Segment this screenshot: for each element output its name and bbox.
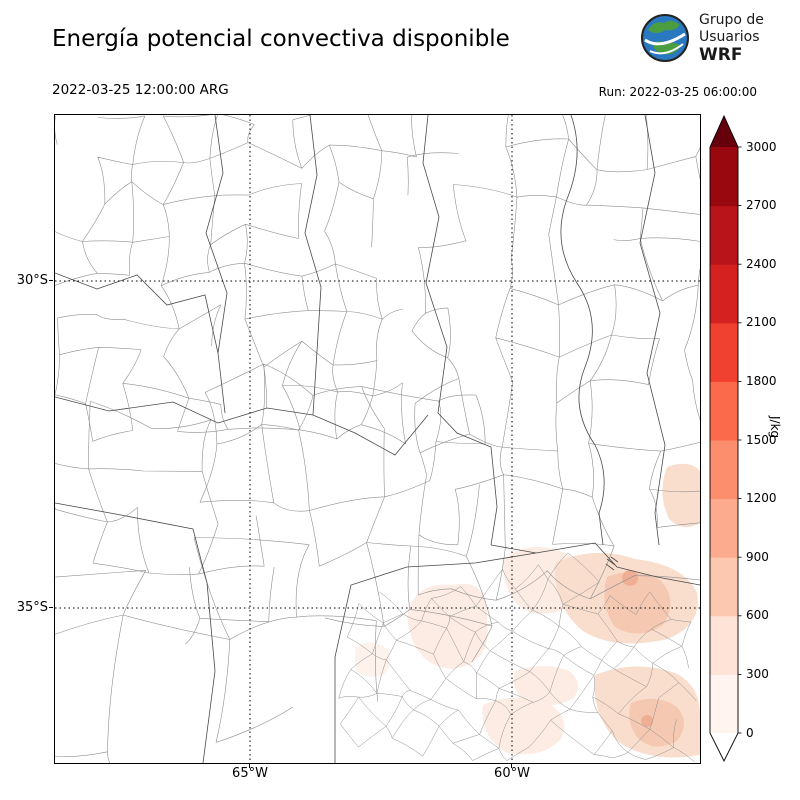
colorbar-tick-label: 1800 — [746, 373, 777, 388]
colorbar-tick-label: 900 — [746, 549, 769, 564]
lon-label-60w: 60°W — [494, 766, 530, 781]
map-canvas — [55, 115, 700, 763]
logo-line3: WRF — [699, 44, 743, 65]
colorbar-tick-label: 1200 — [746, 491, 777, 506]
colorbar-tick-label: 300 — [746, 666, 769, 681]
globe-icon — [641, 14, 689, 62]
colorbar-tick-label: 3000 — [746, 139, 777, 154]
run-time-label: Run: 2022-03-25 06:00:00 — [598, 85, 757, 99]
colorbar-tick-label: 2700 — [746, 198, 777, 213]
wrf-logo: Grupo de Usuarios WRF — [638, 10, 764, 66]
map-frame — [54, 114, 701, 764]
colorbar-tick-label: 2100 — [746, 315, 777, 330]
valid-time-label: 2022-03-25 12:00:00 ARG — [52, 82, 229, 98]
lon-label-65w: 65°W — [232, 766, 268, 781]
x-tick-60w — [511, 764, 512, 768]
logo-line2: Usuarios — [699, 28, 760, 45]
page-title: Energía potencial convectiva disponible — [52, 26, 510, 52]
colorbar-tick-label: 600 — [746, 608, 769, 623]
colorbar-tick-label: 2400 — [746, 256, 777, 271]
lat-label-35s: 35°S — [16, 600, 48, 615]
lat-label-30s: 30°S — [16, 273, 48, 288]
y-tick-30s — [49, 280, 53, 281]
colorbar-tick-label: 1500 — [746, 432, 777, 447]
colorbar-unit-label: J/kg — [768, 416, 782, 439]
x-tick-65w — [249, 764, 250, 768]
colorbar — [709, 114, 742, 763]
y-tick-35s — [49, 607, 53, 608]
logo-line1: Grupo de — [699, 11, 764, 28]
colorbar-tick-label: 0 — [746, 725, 754, 740]
